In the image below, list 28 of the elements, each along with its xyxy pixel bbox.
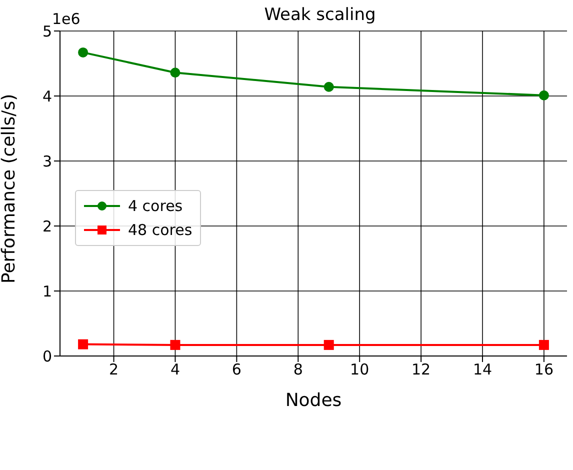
x-tick-label: 14 <box>472 360 492 379</box>
x-tick-label: 6 <box>232 360 242 379</box>
y-tick-label: 0 <box>42 347 52 366</box>
y-tick-label: 3 <box>42 152 52 170</box>
legend-label: 48 cores <box>128 221 192 239</box>
point <box>324 82 334 92</box>
x-tick-label: 10 <box>350 360 370 379</box>
x-tick-label: 16 <box>534 360 554 379</box>
point <box>324 340 334 350</box>
y-tick-label: 5 <box>42 22 52 40</box>
y-axis-title: Performance (cells/s) <box>0 94 20 284</box>
point <box>538 340 549 350</box>
point <box>170 68 180 78</box>
x-tick-label: 4 <box>170 360 180 379</box>
point <box>170 340 180 350</box>
x-axis-title: Nodes <box>285 390 342 411</box>
point <box>78 47 88 58</box>
text: 1e6 <box>52 10 80 28</box>
y-tick-label: 2 <box>42 217 52 236</box>
y-tick-label: 1 <box>42 282 52 300</box>
x-tick-label: 8 <box>293 360 303 379</box>
x-tick-label: 2 <box>109 360 119 379</box>
point <box>538 90 549 100</box>
point <box>78 339 88 350</box>
chart-title: Weak scaling <box>264 5 376 25</box>
y-tick-label: 4 <box>42 87 52 106</box>
x-tick-label: 12 <box>412 360 431 379</box>
legend-label: 4 cores <box>128 197 183 215</box>
